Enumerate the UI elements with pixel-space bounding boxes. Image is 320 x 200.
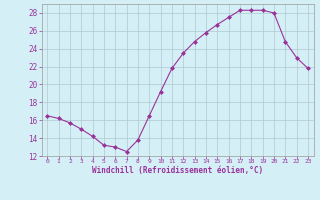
X-axis label: Windchill (Refroidissement éolien,°C): Windchill (Refroidissement éolien,°C) bbox=[92, 166, 263, 175]
